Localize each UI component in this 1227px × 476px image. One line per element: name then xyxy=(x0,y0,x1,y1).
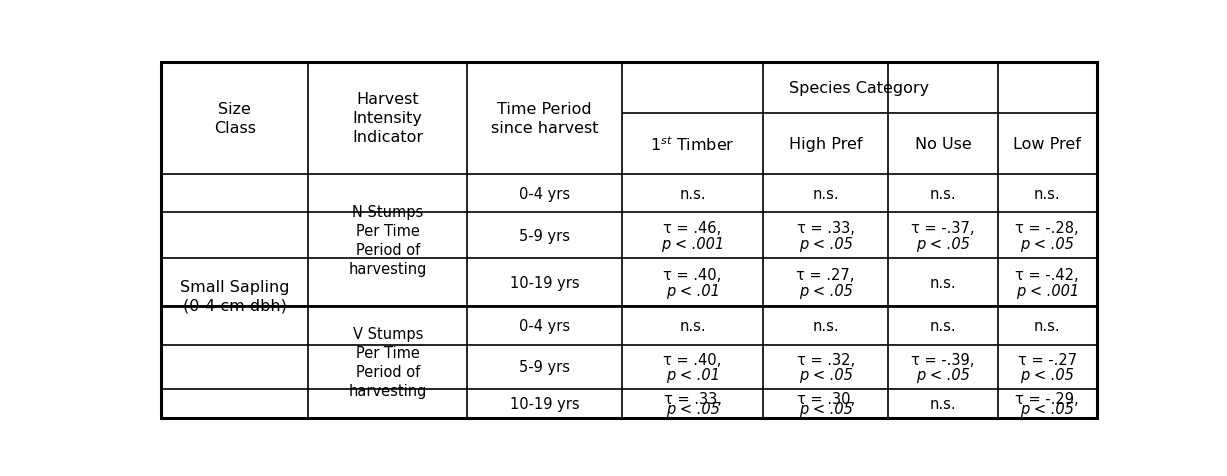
Text: τ = .30,: τ = .30, xyxy=(796,391,855,406)
Text: Small Sapling
(0-4 cm dbh): Small Sapling (0-4 cm dbh) xyxy=(180,279,290,313)
Text: V Stumps
Per Time
Period of
harvesting: V Stumps Per Time Period of harvesting xyxy=(348,326,427,398)
Text: p < .05: p < .05 xyxy=(799,283,853,298)
Text: p < .01: p < .01 xyxy=(665,283,719,298)
Text: 1$^{st}$ Timber: 1$^{st}$ Timber xyxy=(650,135,735,153)
Text: 5-9 yrs: 5-9 yrs xyxy=(519,359,571,374)
Text: Species Category: Species Category xyxy=(789,81,930,96)
Text: Harvest
Intensity
Indicator: Harvest Intensity Indicator xyxy=(352,92,423,145)
Text: τ = -.29,: τ = -.29, xyxy=(1016,391,1079,406)
Text: 10-19 yrs: 10-19 yrs xyxy=(510,275,579,290)
Text: 5-9 yrs: 5-9 yrs xyxy=(519,228,571,243)
Text: p < .01: p < .01 xyxy=(665,367,719,382)
Text: p < .05: p < .05 xyxy=(799,367,853,382)
Text: High Pref: High Pref xyxy=(789,137,863,152)
Text: n.s.: n.s. xyxy=(930,186,956,201)
Text: p < .001: p < .001 xyxy=(1016,283,1079,298)
Text: n.s.: n.s. xyxy=(812,186,839,201)
Text: 10-19 yrs: 10-19 yrs xyxy=(510,396,579,411)
Text: τ = -.27: τ = -.27 xyxy=(1017,352,1077,367)
Text: n.s.: n.s. xyxy=(680,318,706,333)
Text: n.s.: n.s. xyxy=(1034,186,1060,201)
Text: n.s.: n.s. xyxy=(930,318,956,333)
Text: n.s.: n.s. xyxy=(812,318,839,333)
Text: p < .05: p < .05 xyxy=(917,367,971,382)
Text: τ = -.28,: τ = -.28, xyxy=(1016,220,1079,236)
Text: Time Period
since harvest: Time Period since harvest xyxy=(491,101,599,136)
Text: p < .05: p < .05 xyxy=(799,236,853,251)
Text: N Stumps
Per Time
Period of
harvesting: N Stumps Per Time Period of harvesting xyxy=(348,204,427,277)
Text: n.s.: n.s. xyxy=(930,396,956,411)
Text: τ = .40,: τ = .40, xyxy=(664,267,721,282)
Text: p < .05: p < .05 xyxy=(1021,367,1074,382)
Text: τ = .40,: τ = .40, xyxy=(664,352,721,367)
Text: p < .05: p < .05 xyxy=(1021,236,1074,251)
Text: τ = -.42,: τ = -.42, xyxy=(1016,267,1079,282)
Text: τ = .33,: τ = .33, xyxy=(664,391,721,406)
Text: n.s.: n.s. xyxy=(1034,318,1060,333)
Text: τ = .32,: τ = .32, xyxy=(796,352,855,367)
Text: Size
Class: Size Class xyxy=(213,101,255,136)
Text: Low Pref: Low Pref xyxy=(1014,137,1081,152)
Text: τ = -.39,: τ = -.39, xyxy=(912,352,974,367)
Text: No Use: No Use xyxy=(915,137,972,152)
Text: p < .05: p < .05 xyxy=(1021,401,1074,416)
Text: p < .05: p < .05 xyxy=(665,401,719,416)
Text: n.s.: n.s. xyxy=(680,186,706,201)
Text: τ = -.37,: τ = -.37, xyxy=(912,220,975,236)
Text: 0-4 yrs: 0-4 yrs xyxy=(519,186,571,201)
Text: p < .05: p < .05 xyxy=(799,401,853,416)
Text: τ = .27,: τ = .27, xyxy=(796,267,855,282)
Text: p < .05: p < .05 xyxy=(917,236,971,251)
Text: τ = .33,: τ = .33, xyxy=(796,220,855,236)
Text: τ = .46,: τ = .46, xyxy=(664,220,721,236)
Text: 0-4 yrs: 0-4 yrs xyxy=(519,318,571,333)
Text: p < .001: p < .001 xyxy=(661,236,724,251)
Text: n.s.: n.s. xyxy=(930,275,956,290)
